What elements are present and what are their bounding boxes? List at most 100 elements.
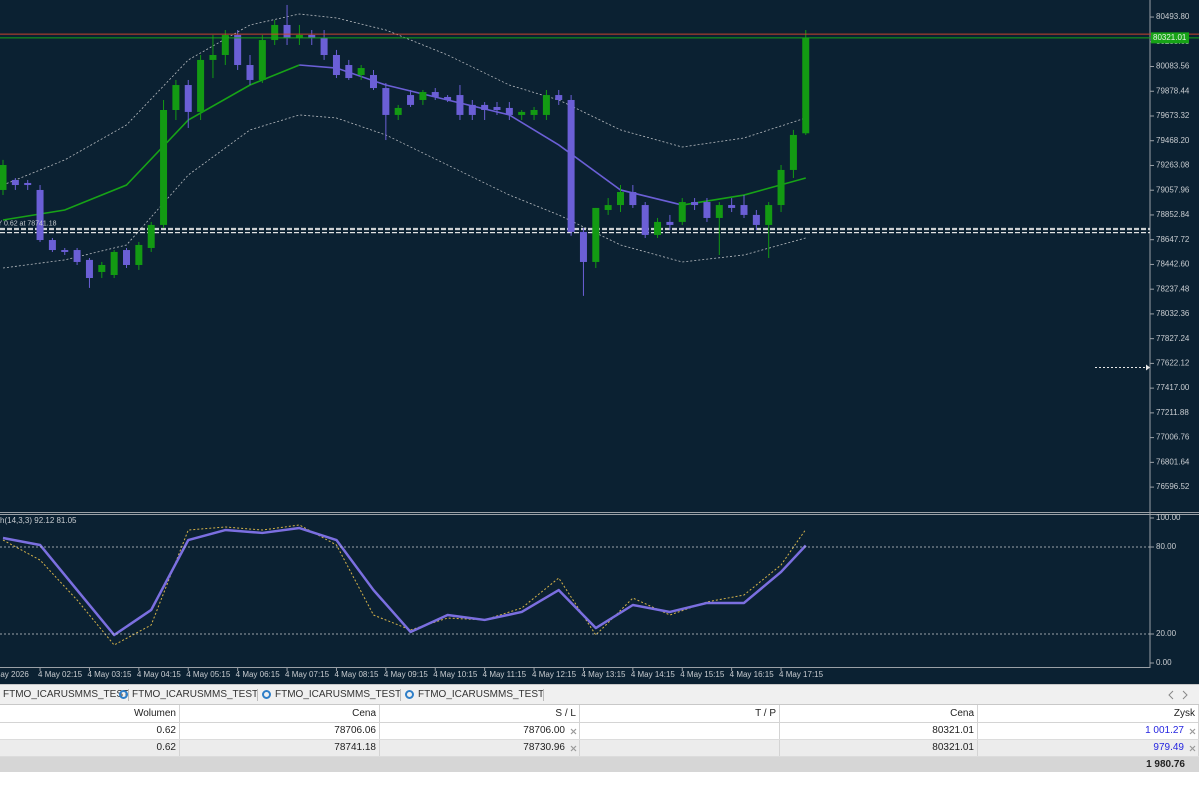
candle-body [234, 34, 242, 66]
y-tick-label: 80083.56 [1156, 62, 1190, 71]
candle-body [197, 59, 205, 112]
candle-body [61, 250, 69, 252]
tab-icon [262, 690, 271, 699]
candle-body [604, 205, 612, 210]
x-tick-label: 4 May 02:15 [38, 670, 83, 679]
x-tick-label: 4 May 13:15 [581, 670, 626, 679]
tab[interactable]: FTMO_ICARUSMMS_TEST [132, 689, 259, 700]
column-header[interactable]: Wolumen [0, 705, 180, 722]
candle-body [777, 169, 785, 206]
tab[interactable]: FTMO_ICARUSMMS_TEST [275, 689, 402, 700]
candle-body [283, 24, 291, 38]
candle-body [666, 221, 674, 225]
y-tick-label: 79468.20 [1156, 136, 1190, 145]
close-icon[interactable] [570, 745, 577, 752]
tab-separator [543, 689, 544, 701]
candle-body [98, 264, 106, 272]
column-header[interactable]: Zysk [978, 705, 1199, 722]
cell [580, 740, 780, 756]
candle-body [629, 192, 637, 206]
tab-separator [400, 689, 401, 701]
tab-icon [119, 690, 128, 699]
trade-annotation: JY 0.62 at 78741.18 [0, 220, 57, 227]
total-profit: 1 980.76 [1146, 759, 1185, 770]
y-tick-label: 77417.00 [1156, 383, 1190, 392]
moving-average [2, 64, 806, 221]
cell: 78706.00 [380, 723, 580, 739]
y-tick-label: 77622.12 [1156, 359, 1190, 368]
price-label-box [1151, 32, 1189, 44]
candle-body [456, 95, 464, 115]
close-icon[interactable] [1189, 745, 1196, 752]
price-label: 80321.01 [1153, 33, 1187, 42]
y-tick-label: 77006.76 [1156, 433, 1190, 442]
cell [580, 723, 780, 739]
candle-body [493, 106, 501, 110]
cell: 979.49 [978, 740, 1199, 756]
candle-body [678, 202, 686, 222]
candle-body [728, 205, 736, 208]
x-tick-label: 4 May 14:15 [631, 670, 676, 679]
candle-body [752, 214, 760, 225]
candle-body [48, 240, 56, 251]
candle-body [715, 205, 723, 218]
candle-body [73, 250, 81, 262]
x-tick-label: 4 May 15:15 [680, 670, 725, 679]
candle-body [246, 65, 254, 80]
candle-body [36, 189, 44, 241]
column-header[interactable]: Cena [780, 705, 978, 722]
column-header[interactable]: S / L [380, 705, 580, 722]
tab-bar: FTMO_ICARUSMMS_TEST FTMO_ICARUSMMS_TEST FT… [0, 684, 1199, 705]
candle-body [555, 95, 563, 100]
tab-separator [257, 689, 258, 701]
candle-body [654, 221, 662, 235]
candle-body [160, 109, 168, 225]
tab[interactable]: FTMO_ICARUSMMS_TEST [418, 689, 545, 700]
candle-body [221, 34, 229, 55]
candle-body [530, 109, 538, 115]
candle-body [258, 40, 266, 80]
candle-body [481, 104, 489, 110]
candle-body [505, 107, 513, 115]
x-tick-label: 4 May 11:15 [483, 670, 527, 679]
column-header[interactable]: Cena [180, 705, 380, 722]
candle-body [468, 104, 476, 115]
moving-average [299, 64, 683, 206]
y-tick-label: 78442.60 [1156, 260, 1190, 269]
candle-body [407, 95, 415, 105]
x-tick-label: 4 May 07:15 [285, 670, 330, 679]
y-tick-label: 76596.52 [1156, 482, 1190, 491]
y-tick-label: 79878.44 [1156, 86, 1190, 95]
tab-scroll[interactable] [1167, 690, 1189, 700]
chart-background [0, 0, 1199, 684]
y-tick-label: 78852.84 [1156, 210, 1190, 219]
candle-body [209, 54, 217, 60]
x-tick-label: 4 May 03:15 [87, 670, 132, 679]
y-tick-label: 20.00 [1156, 629, 1177, 638]
candle-body [0, 164, 7, 190]
close-icon[interactable] [570, 728, 577, 735]
candle-body [11, 179, 19, 186]
candle-body [691, 202, 699, 206]
candle-body [135, 244, 143, 265]
candle-body [765, 205, 773, 225]
tab-separator [128, 689, 129, 701]
column-header[interactable]: T / P [580, 705, 780, 722]
y-tick-label: 100.00 [1156, 513, 1181, 522]
y-tick-label: 77827.24 [1156, 334, 1190, 343]
tab-icon [405, 690, 414, 699]
cell: 0.62 [0, 723, 180, 739]
stochastic-panel [2, 524, 807, 646]
position-row[interactable]: 0.62 78741.18 78730.96 80321.01 979.49 [0, 740, 1199, 757]
main-panel: JY 0.62 at 78741.18 [0, 4, 1150, 296]
y-tick-label: 80493.80 [1156, 12, 1190, 21]
x-tick-label: 4 May 08:15 [334, 670, 379, 679]
y-tick-label: 77211.88 [1156, 408, 1189, 417]
total-row: 1 980.76 [0, 757, 1199, 772]
candle-body [592, 207, 600, 262]
close-icon[interactable] [1189, 728, 1196, 735]
candle-body [740, 205, 748, 215]
candle-body [345, 65, 353, 79]
position-row[interactable]: 0.62 78706.06 78706.00 80321.01 1 001.27 [0, 723, 1199, 740]
tab[interactable]: FTMO_ICARUSMMS_TEST [3, 689, 130, 700]
